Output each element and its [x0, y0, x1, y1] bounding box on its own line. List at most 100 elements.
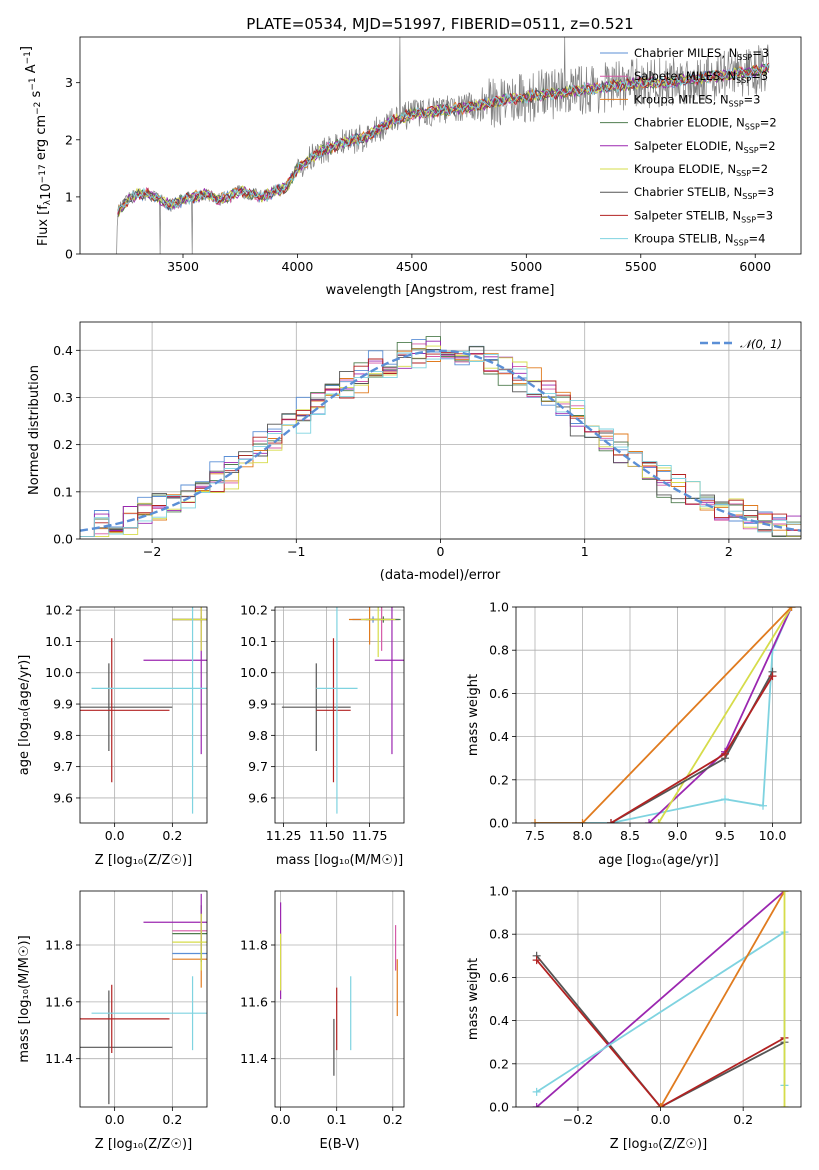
- legend-subscript: SSP: [745, 123, 760, 132]
- x-axis-label: E(B-V): [319, 1137, 359, 1152]
- y-axis-label: mass [log₁₀(M/M☉)]: [17, 935, 32, 1062]
- y-axis-label-part: 10: [39, 183, 54, 200]
- y-axis-label-part: Flux [f: [36, 205, 51, 246]
- legend-count: =2: [760, 116, 777, 130]
- x-tick-label: 11.75: [352, 828, 388, 843]
- y-tick-label: 0.0: [489, 1100, 509, 1115]
- x-tick-label: 8.5: [620, 828, 640, 843]
- mass-weight-vs-metallicity-panel: −0.2 0.0 0.2 0.0 0.2 0.4 0.6 0.8 1.0 Z [log₁₀(Z/Z…: [466, 884, 802, 1152]
- y-tick-label: 10.2: [240, 603, 268, 618]
- x-tick-label: 2: [725, 544, 733, 559]
- legend-label: Salpeter MILES, N: [634, 69, 736, 83]
- legend-entry: Chabrier ELODIE, NSSP=2: [634, 116, 777, 132]
- legend-entry: Salpeter ELODIE, NSSP=2: [634, 139, 776, 155]
- data-point-marker: [759, 801, 767, 810]
- y-tick-label: 10.0: [240, 665, 268, 680]
- y-tick-label: 0.3: [53, 390, 73, 405]
- axes-frame: [79, 890, 208, 1108]
- x-tick-label: 11.25: [266, 828, 302, 843]
- y-tick-label: 11.8: [45, 938, 73, 953]
- y-tick-label: 3: [65, 75, 73, 90]
- y-axis-label: mass weight: [466, 958, 481, 1040]
- y-axis-label: age [log₁₀(age/yr)]: [17, 655, 32, 776]
- mass-weight-line: [657, 607, 793, 823]
- x-tick-label: 0: [437, 544, 445, 559]
- legend-label: Chabrier ELODIE, N: [634, 116, 745, 130]
- axes-frame: [79, 36, 802, 255]
- age-vs-metallicity-panel: 0.0 0.2 9.6 9.7 9.8 9.9 10.0 10.1 10.2 Z [log₁₀(Z…: [17, 603, 208, 868]
- data-point-marker: [780, 891, 789, 895]
- plot-area: [531, 607, 796, 823]
- legend-entry: Salpeter MILES, NSSP=3: [634, 69, 768, 85]
- x-tick-label: 5500: [625, 259, 657, 274]
- x-tick-label: 3500: [167, 259, 199, 274]
- mass-weight-line: [536, 955, 785, 1107]
- y-tick-label: 0.8: [489, 643, 509, 658]
- y-axis-label-part: A: [24, 64, 39, 77]
- data-point-marker: [531, 819, 539, 823]
- y-tick-label: 11.4: [45, 1051, 73, 1066]
- y-axis-label-part: −2: [33, 102, 43, 115]
- data-point-marker: [532, 1087, 541, 1096]
- data-point-marker: [532, 956, 541, 965]
- y-tick-label: 0.6: [489, 970, 509, 985]
- plot-area: [116, 37, 770, 254]
- y-tick-label: 1.0: [489, 884, 509, 899]
- y-tick-label: 9.9: [248, 697, 268, 712]
- plot-area: [80, 893, 207, 1105]
- y-tick-label: 0.4: [489, 729, 509, 744]
- y-tick-label: 0: [65, 247, 73, 262]
- x-tick-label: 0.2: [162, 828, 182, 843]
- plot-area: [532, 891, 789, 1107]
- mass-weight-line: [610, 675, 774, 823]
- legend-subscript: SSP: [736, 169, 751, 178]
- y-tick-label: 1.0: [489, 600, 509, 615]
- mass-weight-vs-age-panel: 7.5 8.0 8.5 9.0 9.5 10.0 0.0 0.2 0.4 0.6 0.8 1.0 age…: [466, 600, 802, 868]
- x-axis-label: age [log₁₀(age/yr)]: [598, 853, 719, 868]
- y-tick-label: 10.1: [45, 634, 73, 649]
- mass-weight-line: [536, 891, 786, 1107]
- y-tick-label: 0.2: [489, 1056, 509, 1071]
- grid-lines: [275, 607, 404, 823]
- x-tick-label: 0.2: [383, 1112, 403, 1127]
- x-tick-label: 0.0: [651, 1112, 671, 1127]
- y-tick-label: 2: [65, 132, 73, 147]
- y-tick-label: 0.2: [489, 772, 509, 787]
- x-axis-label: mass [log₁₀(M/M☉)]: [276, 853, 403, 868]
- axes-frame: [79, 321, 802, 540]
- y-axis-label-part: −17: [38, 164, 48, 183]
- legend-subscript: SSP: [741, 215, 756, 224]
- data-point-marker: [721, 749, 729, 758]
- legend-count: =3: [752, 46, 769, 60]
- legend-label: Kroupa MILES, N: [634, 92, 729, 106]
- data-point-marker: [607, 819, 615, 823]
- data-point-marker: [780, 1103, 789, 1107]
- x-tick-label: 0.0: [271, 1112, 291, 1127]
- legend-entry: Chabrier STELIB, NSSP=3: [634, 185, 774, 201]
- legend-subscript: SSP: [737, 53, 752, 62]
- x-tick-label: 7.5: [525, 828, 545, 843]
- mass-vs-metallicity-panel: 0.0 0.2 11.4 11.6 11.8 Z [log₁₀(Z/Z☉)] mass [l…: [17, 890, 208, 1152]
- data-point-marker: [578, 819, 587, 823]
- legend-label: Kroupa ELODIE, N: [634, 162, 736, 176]
- x-tick-label: −0.2: [563, 1112, 593, 1127]
- y-tick-label: 11.8: [240, 938, 268, 953]
- y-axis-label: mass weight: [466, 674, 481, 756]
- y-axis-label-part: −1: [28, 77, 38, 90]
- y-tick-label: 9.7: [248, 759, 268, 774]
- axes-frame: [274, 606, 405, 824]
- legend-subscript: SSP: [744, 146, 759, 155]
- data-point-marker: [768, 672, 777, 681]
- mass-weight-line: [535, 607, 793, 823]
- x-tick-label: 9.5: [715, 828, 735, 843]
- legend-count: =3: [751, 69, 768, 83]
- legend-entry: Kroupa ELODIE, NSSP=2: [634, 162, 768, 178]
- y-tick-label: 10.1: [240, 634, 268, 649]
- grid-lines: [516, 890, 801, 1108]
- plot-area: [80, 336, 801, 538]
- grid-lines: [80, 891, 207, 1107]
- data-point-marker: [645, 819, 653, 823]
- legend-count: =3: [757, 185, 774, 199]
- x-tick-label: 0.2: [162, 1112, 182, 1127]
